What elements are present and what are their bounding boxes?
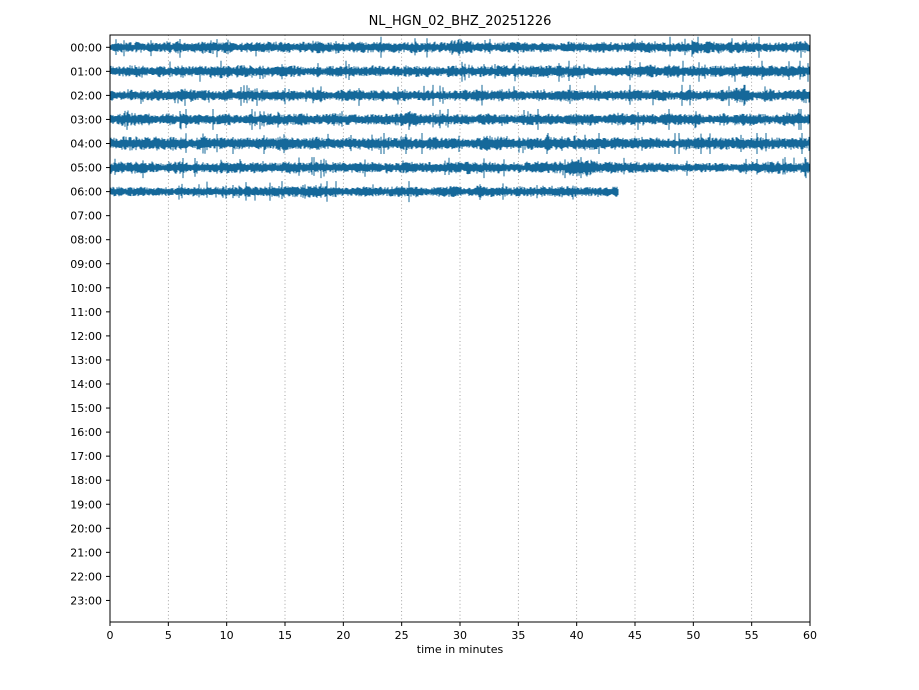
trace-0300 [109,109,811,130]
y-tick-label: 20:00 [70,522,102,535]
x-tick-label: 55 [745,629,759,642]
x-tick-label: 20 [336,629,350,642]
y-tick-label: 13:00 [70,354,102,367]
y-tick-label: 00:00 [70,41,102,54]
x-axis-label: time in minutes [417,643,504,656]
y-tick-label: 09:00 [70,258,102,271]
x-tick-label: 60 [803,629,817,642]
y-tick-label: 21:00 [70,546,102,559]
x-tick-label: 10 [220,629,234,642]
axes-layer: 0 5 10 15 20 25 30 35 40 45 50 55 60 00:00 01:00 02:00 0… [70,34,817,642]
y-tick-label: 08:00 [70,234,102,247]
y-tick-label: 04:00 [70,138,102,151]
y-tick-label: 12:00 [70,330,102,343]
trace-0600 [109,181,619,203]
x-tick-label: 35 [511,629,525,642]
y-tick-label: 03:00 [70,113,102,126]
trace-0200 [109,84,811,106]
trace-0500 [109,157,811,179]
x-tick-label: 45 [628,629,642,642]
y-tick-label: 07:00 [70,210,102,223]
x-tick-label: 30 [453,629,467,642]
x-tick-label: 0 [107,629,114,642]
x-tick-label: 5 [165,629,172,642]
x-tick-label: 40 [570,629,584,642]
y-tick-label: 18:00 [70,474,102,487]
y-tick-label: 22:00 [70,570,102,583]
y-tick-label: 23:00 [70,594,102,607]
y-tick-label: 06:00 [70,186,102,199]
y-tick-label: 11:00 [70,306,102,319]
trace-0000 [109,36,811,58]
y-tick-label: 16:00 [70,426,102,439]
chart-title: NL_HGN_02_BHZ_20251226 [369,14,552,29]
y-tick-label: 01:00 [70,65,102,78]
y-tick-label: 14:00 [70,378,102,391]
y-tick-label: 05:00 [70,162,102,175]
x-tick-label: 15 [278,629,292,642]
x-tick-label: 25 [395,629,409,642]
y-tick-label: 17:00 [70,450,102,463]
y-tick-label: 15:00 [70,402,102,415]
x-tick-label: 50 [686,629,700,642]
y-tick-label: 10:00 [70,282,102,295]
y-tick-label: 02:00 [70,89,102,102]
y-tick-label: 19:00 [70,498,102,511]
